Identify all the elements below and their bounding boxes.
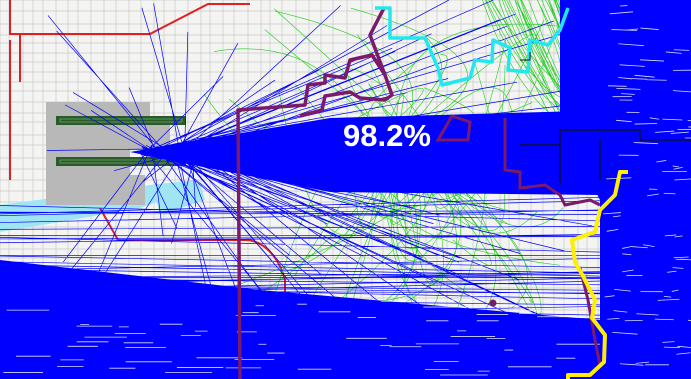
purple-boundary-east <box>503 118 601 207</box>
runway-south <box>56 157 186 166</box>
river-bend <box>155 183 205 215</box>
east-dense-tracks <box>560 0 691 379</box>
road-north <box>10 3 250 35</box>
water-bodies <box>0 180 205 232</box>
track-gaps <box>3 5 691 376</box>
coverage-percent-label: 98.2% <box>343 118 431 153</box>
black-boundary <box>520 129 691 185</box>
purple-boundary-island <box>435 114 472 142</box>
runway-north <box>56 116 186 125</box>
purple-marker <box>489 299 497 307</box>
river <box>0 180 198 232</box>
black-boundary-mark <box>520 52 531 61</box>
road-west <box>9 0 21 82</box>
boundary-lines <box>236 6 691 379</box>
south-dense-tracks <box>0 260 600 379</box>
cyan-boundary <box>375 6 570 87</box>
purple-boundary <box>236 7 394 379</box>
yellow-boundary <box>566 170 628 379</box>
